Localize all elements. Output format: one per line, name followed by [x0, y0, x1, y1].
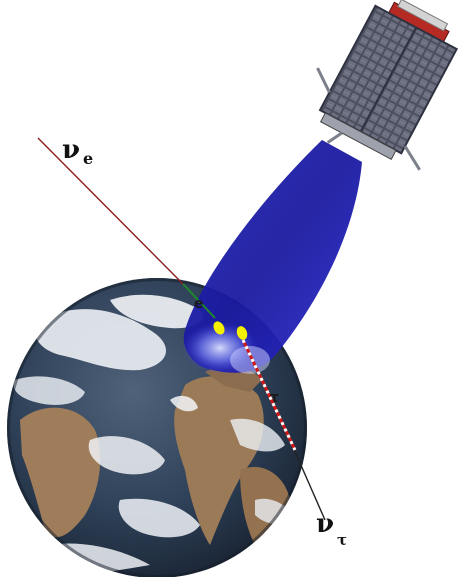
nu-tau-track — [292, 446, 326, 521]
electron-track — [182, 283, 216, 319]
nu-tau-subscript: τ — [337, 531, 347, 549]
detector-spot — [236, 326, 248, 340]
detector-spot — [213, 321, 225, 335]
label-nu-e: ν e — [62, 135, 93, 168]
label-electron: e — [194, 296, 204, 312]
nu-tau-symbol: ν — [316, 509, 334, 539]
nu-e-track — [37, 137, 184, 285]
detection-beam — [182, 140, 362, 374]
satellite-icon — [316, 0, 459, 171]
tau-track — [241, 339, 297, 451]
label-tau: τ — [270, 390, 279, 406]
nu-e-subscript: e — [83, 149, 93, 168]
label-nu-tau: ν τ — [316, 509, 347, 549]
nu-e-symbol: ν — [62, 135, 80, 165]
